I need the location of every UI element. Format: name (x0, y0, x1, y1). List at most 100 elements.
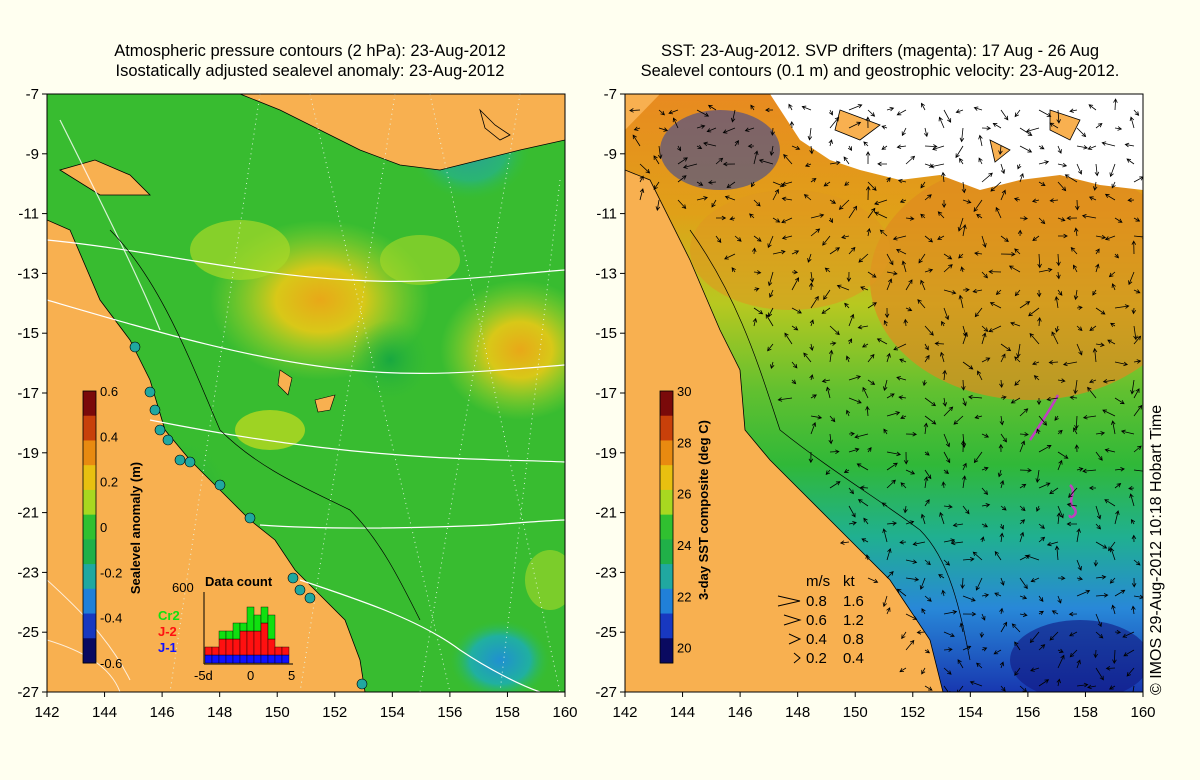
velocity-arrow (747, 143, 755, 149)
velocity-arrow (943, 667, 952, 675)
velocity-arrow (1072, 264, 1078, 273)
velocity-arrow (1019, 595, 1028, 600)
velocity-arrow (1030, 577, 1040, 583)
velocity-arrow (1093, 649, 1098, 659)
right-colorbar-swatch (660, 588, 673, 615)
velocity-arrow (1030, 667, 1040, 672)
velocity-arrow (844, 181, 850, 186)
velocity-arrow (1088, 196, 1097, 201)
velocity-arrow (867, 207, 876, 219)
velocity-arrow (1076, 682, 1089, 688)
velocity-arrow (810, 178, 817, 183)
left-colorbar-swatch (83, 415, 96, 441)
velocity-arrow (1000, 433, 1007, 443)
velocity-arrow (1019, 145, 1033, 153)
right-colorbar-swatch (660, 613, 673, 639)
velocity-arrow (1082, 468, 1097, 474)
velocity-arrow (916, 630, 926, 635)
velocity-arrow (899, 667, 907, 673)
velocity-arrow (1104, 235, 1116, 241)
velocity-arrow (632, 134, 641, 147)
velocity-arrow (824, 267, 831, 273)
velocity-arrow (753, 307, 764, 315)
velocity-arrow (886, 253, 894, 266)
velocity-arrow (781, 181, 793, 186)
velocity-arrow (767, 343, 774, 352)
velocity-arrow (828, 217, 833, 224)
velocity-arrow (1000, 343, 1012, 352)
velocity-arrow (722, 127, 736, 134)
right-lat-label: -17 (595, 385, 617, 402)
velocity-arrow (822, 235, 831, 246)
velocity-arrow (844, 302, 850, 309)
inset-bar-cr2 (218, 630, 227, 640)
velocity-arrow (1114, 126, 1123, 131)
velocity-arrow (867, 353, 875, 363)
velocity-arrow (1038, 610, 1044, 616)
velocity-arrow (825, 386, 831, 399)
velocity-arrow (972, 288, 983, 294)
velocity-arrow (886, 271, 898, 276)
velocity-arrow (1019, 519, 1026, 525)
velocity-arrow (1056, 253, 1061, 267)
velocity-arrow (988, 325, 1002, 333)
left-axes: 142 144 146 148 150 152 154 156 158 160 -7 -9 -11 -13… (17, 86, 577, 721)
velocity-arrow (973, 106, 983, 111)
velocity-arrow (1038, 109, 1052, 117)
velocity-arrow (1038, 595, 1044, 603)
velocity-arrow (981, 357, 991, 363)
velocity-arrow (1019, 531, 1025, 543)
velocity-arrow (1035, 469, 1040, 483)
velocity-arrow (858, 253, 869, 263)
velocity-arrow (848, 313, 855, 327)
velocity-arrow (1037, 253, 1042, 269)
velocity-arrow (1076, 163, 1083, 175)
velocity-arrow (715, 235, 722, 244)
right-lat-label: -27 (595, 684, 617, 701)
velocity-legend-ms: 0.2 (806, 650, 827, 667)
velocity-arrow (770, 361, 775, 369)
left-lon-label: 142 (34, 704, 59, 721)
velocity-arrow (962, 645, 972, 651)
velocity-arrow (1095, 123, 1103, 129)
velocity-arrow (791, 361, 798, 369)
velocity-arrow (903, 451, 909, 465)
velocity-arrow (828, 349, 834, 363)
velocity-arrow (1038, 445, 1052, 453)
velocity-arrow (943, 253, 953, 260)
velocity-arrow (953, 415, 964, 425)
velocity-arrow (959, 127, 965, 143)
velocity-legend-ms: 0.6 (806, 612, 827, 629)
velocity-arrow (828, 433, 833, 445)
velocity-arrow (1057, 162, 1068, 168)
velocity-arrow (876, 338, 888, 345)
velocity-arrow (897, 178, 907, 184)
velocity-arrow (942, 369, 947, 381)
velocity-arrow (1110, 322, 1116, 327)
velocity-arrow (995, 206, 1002, 219)
velocity-arrow (1014, 379, 1021, 386)
velocity-arrow (959, 157, 964, 165)
velocity-arrow (942, 397, 948, 407)
velocity-arrow (1131, 577, 1137, 588)
velocity-arrow (943, 559, 951, 566)
right-lat-label: -23 (595, 564, 617, 581)
velocity-arrow (1000, 505, 1007, 511)
right-colorbar-tick: 20 (677, 641, 691, 656)
velocity-arrow (753, 199, 761, 207)
velocity-arrow (639, 163, 651, 174)
velocity-arrow (981, 125, 992, 131)
velocity-arrow (883, 428, 888, 435)
velocity-arrow (1095, 342, 1105, 347)
velocity-arrow (939, 351, 945, 363)
left-colorbar-swatch (83, 564, 96, 590)
velocity-arrow (821, 307, 831, 314)
left-title-line2: Isostatically adjusted sealevel anomaly:… (115, 62, 505, 80)
velocity-arrow (992, 122, 1002, 129)
right-colorbar-tick: 30 (677, 384, 691, 399)
velocity-arrow (921, 608, 926, 615)
velocity-arrow (1057, 378, 1066, 383)
velocity-arrow (1133, 404, 1143, 417)
velocity-arrow (1133, 234, 1143, 240)
